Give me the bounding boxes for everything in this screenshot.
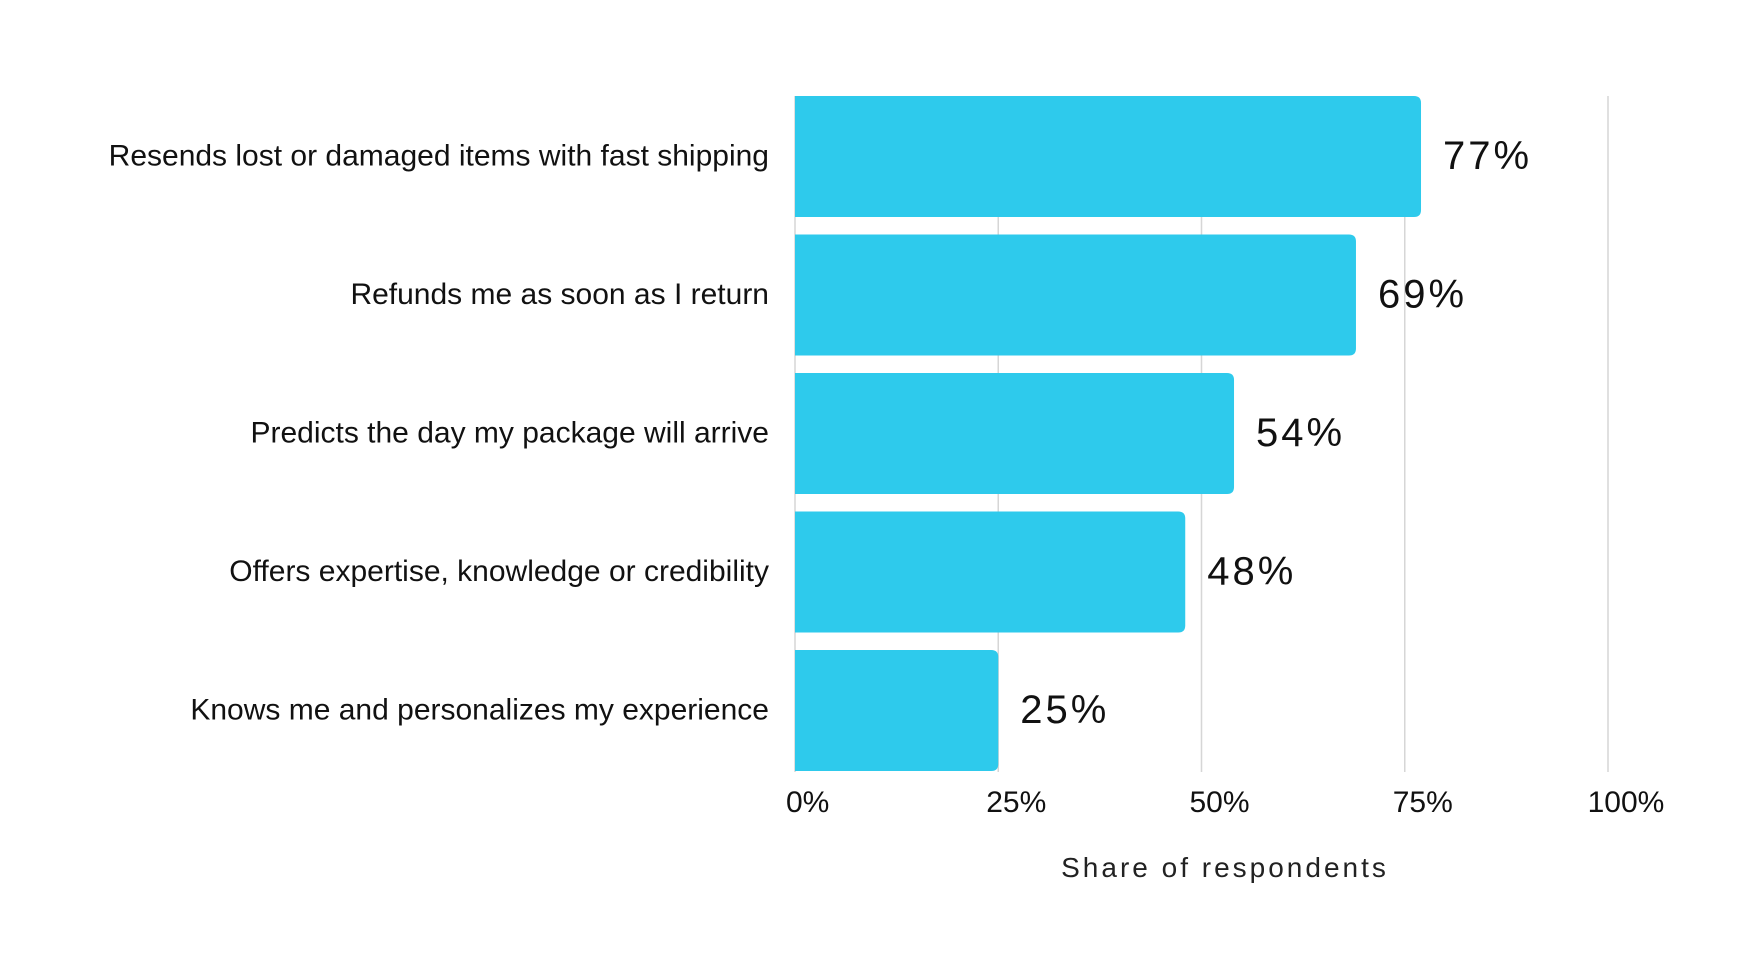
bar bbox=[795, 650, 999, 771]
x-tick-label: 50% bbox=[1189, 786, 1249, 819]
bar bbox=[795, 234, 1356, 356]
category-label: Offers expertise, knowledge or credibili… bbox=[229, 555, 769, 588]
category-label: Knows me and personalizes my experience bbox=[190, 693, 769, 726]
x-tick-label: 25% bbox=[986, 786, 1046, 819]
bar bbox=[795, 511, 1186, 633]
bar bbox=[795, 373, 1235, 494]
bars bbox=[795, 96, 1422, 771]
category-label: Predicts the day my package will arrive bbox=[250, 416, 769, 449]
x-tick-label: 100% bbox=[1588, 786, 1665, 819]
x-tick-label: 0% bbox=[786, 786, 829, 819]
x-axis-title: Share of respondents bbox=[1061, 852, 1389, 883]
value-label: 25% bbox=[1020, 688, 1109, 732]
value-label: 54% bbox=[1256, 411, 1345, 455]
value-label: 77% bbox=[1443, 134, 1532, 178]
labels: 0% 25% 50% 75% 100% Resends lost or damaged i… bbox=[109, 134, 1665, 819]
category-label: Resends lost or damaged items with fast … bbox=[109, 139, 769, 172]
value-label: 69% bbox=[1378, 273, 1467, 317]
x-tick-label: 75% bbox=[1393, 786, 1453, 819]
category-label: Refunds me as soon as I return bbox=[350, 278, 769, 311]
bar bbox=[795, 96, 1422, 217]
value-label: 48% bbox=[1207, 550, 1296, 594]
